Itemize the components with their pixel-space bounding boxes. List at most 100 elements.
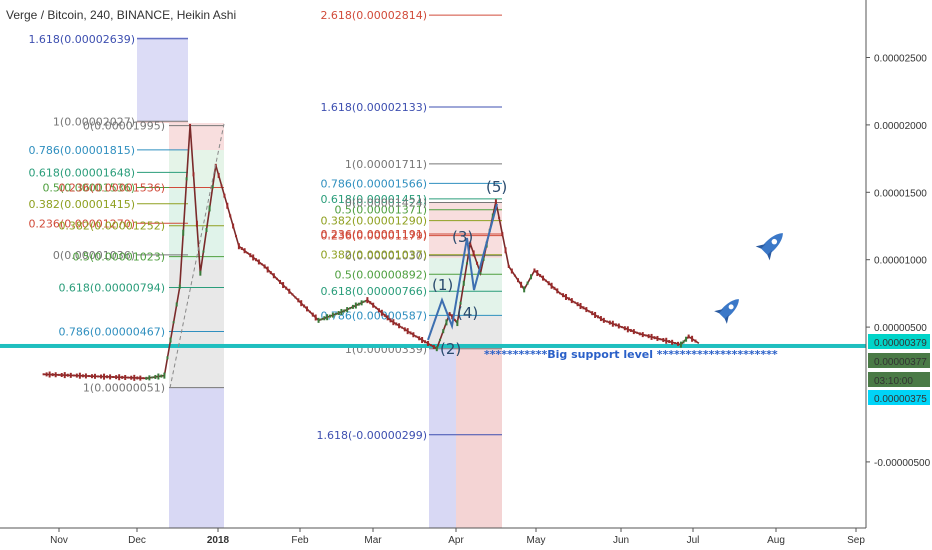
- candle-118: [395, 322, 398, 326]
- candle-146: [479, 272, 482, 275]
- candle-215: [685, 336, 688, 342]
- fib-label-apr-extension-4: 0.618(0.00001451): [320, 193, 427, 206]
- price-tag-label-3: 0.00000375: [874, 394, 927, 405]
- candle-117: [392, 319, 395, 326]
- candle-59: [223, 193, 226, 198]
- fib-zone-upper: [169, 123, 224, 150]
- y-tick-label-5: -0.00000500: [874, 458, 931, 469]
- x-tick-label-1: Dec: [128, 535, 146, 546]
- candle-186: [599, 316, 602, 322]
- candle-187: [602, 317, 605, 323]
- candle-110: [372, 302, 375, 308]
- candle-93: [323, 316, 326, 321]
- candle-62: [232, 223, 235, 229]
- candle-74: [266, 266, 269, 273]
- candle-177: [573, 301, 576, 304]
- candle-202: [647, 334, 650, 339]
- candle-134: [442, 329, 445, 334]
- candle-21: [106, 375, 109, 379]
- fib-label-dec-retrace-2: 0.382(0.00001252): [58, 220, 165, 233]
- x-tick-label-6: May: [527, 535, 546, 546]
- candle-100: [343, 309, 346, 313]
- candle-49: [192, 172, 195, 177]
- candle-69: [252, 254, 255, 261]
- candle-57: [217, 172, 220, 178]
- candle-104: [354, 302, 357, 309]
- candle-17: [93, 373, 96, 379]
- candle-73: [263, 264, 266, 269]
- candle-31: [136, 376, 139, 380]
- fib-label-apr-retrace-4: 0.618(0.00000766): [320, 285, 427, 298]
- candle-216: [687, 334, 690, 339]
- fib-zone-base: [169, 260, 224, 388]
- candle-78: [279, 279, 282, 284]
- candle-167: [544, 279, 547, 282]
- wave-label-2: (2): [440, 340, 461, 358]
- price-tag-label-1: 0.00000377: [874, 357, 927, 368]
- fib-zone-top: [137, 121, 188, 123]
- candle-12: [78, 372, 81, 379]
- chart-title: Verge / Bitcoin, 240, BINANCE, Heikin As…: [6, 8, 237, 22]
- candle-183: [591, 311, 594, 316]
- fib-label-apr-extension-2: 1(0.00001711): [345, 158, 427, 171]
- candle-175: [567, 297, 570, 301]
- candle-6: [60, 372, 63, 377]
- candle-35: [148, 375, 151, 381]
- candle-125: [415, 335, 418, 338]
- candle-24: [115, 375, 118, 380]
- candle-164: [536, 270, 539, 277]
- price-tag-label-2: 03:10:00: [874, 376, 913, 387]
- dec-trend-line: [169, 123, 225, 389]
- candle-41: [166, 356, 169, 360]
- candle-51: [199, 270, 202, 276]
- candle-85: [300, 300, 303, 307]
- candle-123: [409, 331, 412, 335]
- candle-82: [291, 293, 294, 296]
- candle-165: [539, 274, 542, 278]
- candle-210: [671, 339, 674, 345]
- candle-26: [121, 375, 124, 379]
- candle-50: [195, 220, 198, 227]
- elliott-wave-line: [427, 203, 498, 341]
- candle-136: [448, 312, 451, 316]
- candle-111: [375, 306, 378, 309]
- candle-16: [90, 374, 93, 379]
- candle-58: [220, 184, 223, 187]
- candle-52: [202, 250, 205, 253]
- candle-180: [582, 306, 585, 310]
- candle-213: [679, 341, 682, 348]
- candle-102: [349, 307, 352, 310]
- candle-128: [424, 340, 427, 344]
- fib-label-apr-extension-5: 0.5(0.00001371): [334, 204, 427, 217]
- candle-22: [109, 374, 112, 380]
- fib-label-apr-retrace-2: 0.382(0.00001037): [320, 249, 427, 262]
- candle-1: [45, 372, 48, 377]
- candle-90: [314, 314, 317, 321]
- fib-label-dec-rally-6: 0.236(0.00001270): [28, 217, 135, 230]
- candle-178: [576, 302, 579, 307]
- candle-204: [653, 336, 656, 340]
- x-tick-label-8: Jul: [687, 535, 700, 546]
- candle-152: [498, 216, 501, 219]
- candle-217: [691, 335, 694, 342]
- wave-label-5: (5): [486, 178, 507, 196]
- candle-48: [189, 123, 192, 126]
- candle-53: [205, 228, 208, 233]
- candle-79: [282, 282, 285, 289]
- candle-205: [656, 335, 659, 341]
- candle-185: [597, 315, 600, 319]
- candle-40: [163, 372, 166, 379]
- candle-13: [81, 374, 84, 378]
- candle-68: [249, 253, 252, 258]
- fib-label-apr-retrace-3: 0.5(0.00000892): [334, 268, 427, 281]
- y-tick-label-1: 0.00002000: [874, 121, 927, 132]
- candle-145: [476, 261, 479, 265]
- rocket-icon: [755, 233, 783, 261]
- candle-23: [112, 376, 115, 379]
- candle-96: [331, 312, 334, 318]
- candle-75: [269, 271, 272, 275]
- candle-139: [456, 320, 459, 327]
- candle-113: [380, 309, 383, 316]
- candle-97: [334, 313, 337, 316]
